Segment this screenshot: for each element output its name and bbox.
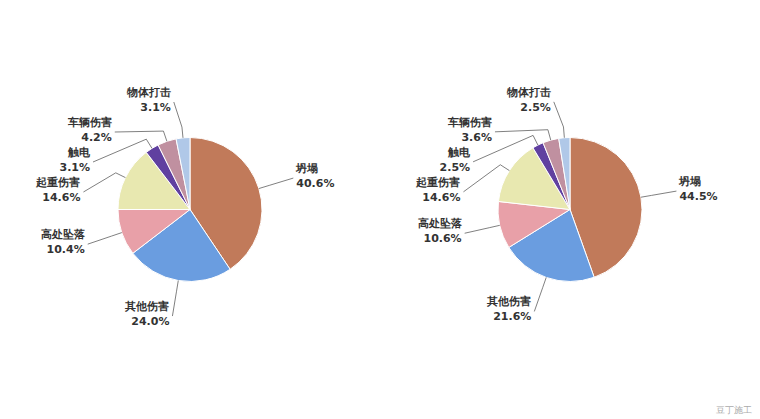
pie-panel: 坍塌 40.6% 其他伤害 24.0% 高处坠落 10.4% 起重伤害 14.6% 触电 3.1%… [35, 86, 334, 328]
slice-value: 14.6% [422, 191, 460, 204]
slice-label: 物体打击 [506, 86, 551, 99]
leader-line [83, 173, 125, 192]
labels: 坍塌 44.5% 其他伤害 21.6% 高处坠落 10.6% 起重伤害 14.6% 触电 2.5%… [415, 86, 717, 324]
pie-slice [118, 210, 190, 254]
slice-value: 4.2% [81, 131, 112, 144]
leader-line [465, 225, 500, 233]
leader-line [115, 131, 167, 141]
slice-label: 车辆伤害 [447, 116, 492, 129]
watermark: 豆丁施工 [716, 405, 752, 415]
slice-label: 其他伤害 [486, 295, 531, 308]
labels: 坍塌 40.6% 其他伤害 24.0% 高处坠落 10.4% 起重伤害 14.6% 触电 3.1%… [35, 86, 334, 328]
leader-line [174, 102, 183, 138]
leader-line [641, 191, 676, 197]
slice-label: 高处坠落 [418, 217, 463, 230]
pie-slice [559, 138, 570, 210]
slice-label: 坍塌 [295, 162, 318, 175]
slice-value: 10.6% [423, 232, 461, 245]
slice-label: 高处坠落 [41, 228, 86, 241]
pie-slice [176, 138, 190, 210]
leader-line [88, 233, 122, 245]
slice-label: 触电 [447, 146, 471, 159]
leader-line [463, 165, 509, 192]
slice-value: 21.6% [493, 310, 531, 323]
leader-line [495, 130, 551, 140]
slice-label: 坍塌 [678, 175, 701, 188]
leader-line [259, 178, 293, 188]
slice-value: 3.6% [461, 131, 492, 144]
slice-value: 3.1% [59, 161, 90, 174]
slice-label: 物体打击 [126, 86, 171, 99]
slice-label: 触电 [67, 146, 91, 159]
slice-value: 2.5% [440, 161, 471, 174]
slice-value: 40.6% [296, 177, 334, 190]
leader-line [172, 281, 178, 317]
slice-label: 起重伤害 [415, 176, 460, 189]
pie-panel: 坍塌 44.5% 其他伤害 21.6% 高处坠落 10.6% 起重伤害 14.6% 触电 2.5%… [415, 86, 717, 324]
slice-value: 3.1% [140, 101, 171, 114]
slice-label: 其他伤害 [124, 300, 169, 313]
slice-value: 10.4% [47, 243, 85, 256]
slice-label: 车辆伤害 [67, 116, 112, 129]
slices [498, 138, 642, 282]
slice-label: 起重伤害 [35, 176, 80, 189]
leader-line [534, 277, 546, 311]
chart-root: 坍塌 40.6% 其他伤害 24.0% 高处坠落 10.4% 起重伤害 14.6% 触电 3.1%… [0, 0, 760, 419]
slice-value: 44.5% [679, 190, 717, 203]
slice-value: 14.6% [42, 191, 80, 204]
slice-value: 24.0% [131, 315, 169, 328]
slices [118, 138, 262, 282]
slice-value: 2.5% [520, 101, 551, 114]
pie-slice [543, 138, 570, 209]
leader-line [554, 102, 565, 138]
